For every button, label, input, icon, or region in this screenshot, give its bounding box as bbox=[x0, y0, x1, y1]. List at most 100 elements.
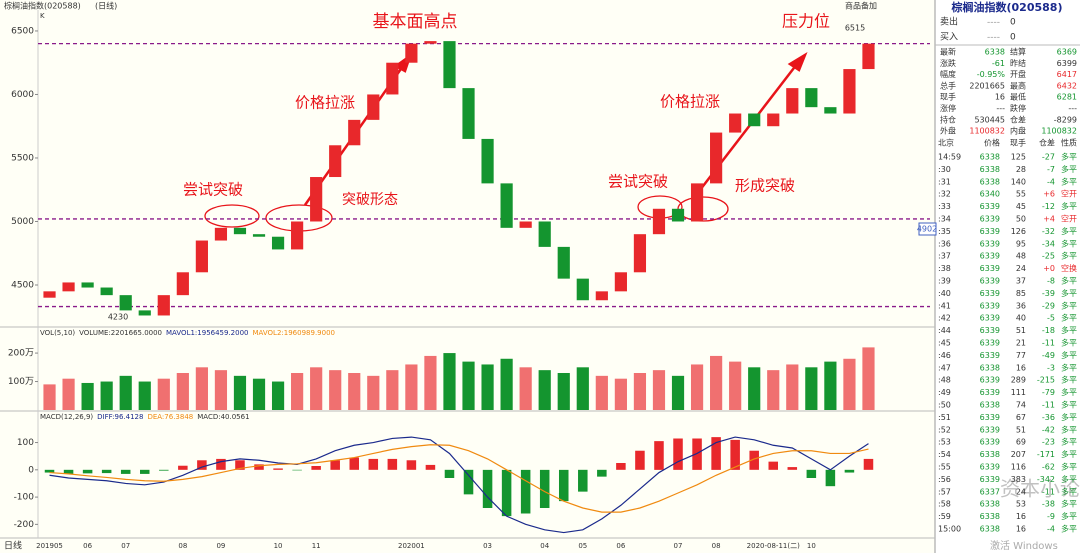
panel-text: -9 bbox=[1047, 512, 1055, 521]
candle bbox=[214, 227, 228, 241]
panel-text: :33 bbox=[938, 202, 951, 211]
volume-bar bbox=[729, 361, 742, 410]
panel-text: 6338 bbox=[980, 500, 1000, 509]
panel-text: 140 bbox=[1011, 177, 1026, 186]
annotation: 价格拉涨 bbox=[295, 94, 355, 112]
x-tick-label: 10 bbox=[274, 542, 283, 550]
panel-text: :54 bbox=[938, 450, 951, 459]
x-tick-label: 04 bbox=[540, 542, 549, 550]
panel-text: 6339 bbox=[980, 239, 1000, 248]
volume-bar bbox=[329, 370, 342, 410]
candle bbox=[310, 177, 323, 222]
panel-text: 207 bbox=[1011, 450, 1026, 459]
panel-text: 6337 bbox=[980, 487, 1000, 496]
panel-text: 6338 bbox=[985, 48, 1005, 57]
candle bbox=[462, 88, 475, 139]
volume-bar bbox=[214, 370, 228, 410]
volume-bar bbox=[748, 367, 761, 410]
panel-text: 6339 bbox=[980, 463, 1000, 472]
annotation: 突破形态 bbox=[342, 192, 398, 208]
candle bbox=[443, 41, 456, 89]
panel-text: 6339 bbox=[980, 215, 1000, 224]
panel-text: 多平 bbox=[1061, 338, 1077, 348]
candle bbox=[767, 113, 780, 127]
legend: MACD(12,26,9) bbox=[40, 413, 93, 421]
panel-text: -3 bbox=[1047, 363, 1055, 372]
panel-text: 最新 bbox=[940, 47, 956, 57]
panel-text: 2201665 bbox=[969, 81, 1005, 90]
candle bbox=[633, 234, 647, 273]
panel-text: -42 bbox=[1042, 425, 1055, 434]
button[interactable]: 商品备加 bbox=[845, 1, 877, 11]
x-tick-label: 10 bbox=[807, 542, 816, 550]
panel-text: :48 bbox=[938, 376, 951, 385]
panel-text: 6338 bbox=[980, 363, 1000, 372]
panel-text: 多平 bbox=[1061, 524, 1077, 534]
macd-line bbox=[49, 444, 869, 513]
panel-text: 6339 bbox=[980, 289, 1000, 298]
panel-text: -8299 bbox=[1054, 115, 1077, 124]
panel-text: :39 bbox=[938, 277, 951, 286]
panel-text: 多平 bbox=[1061, 350, 1077, 360]
volume-bar bbox=[786, 364, 799, 410]
panel-text: 6399 bbox=[1057, 59, 1077, 68]
panel-text: 6369 bbox=[1057, 48, 1077, 57]
panel-text: 多平 bbox=[1061, 449, 1077, 459]
macd-line bbox=[49, 436, 869, 534]
panel-text: :46 bbox=[938, 351, 951, 360]
candle bbox=[576, 278, 589, 301]
x-tick-label: 03 bbox=[483, 542, 492, 550]
x-title: 日线 bbox=[4, 540, 22, 552]
volume-bar bbox=[633, 373, 647, 410]
corner: K bbox=[40, 12, 45, 20]
candle bbox=[671, 208, 685, 222]
panel-text: +4 bbox=[1043, 215, 1055, 224]
y-tick-label: 4500 bbox=[11, 280, 34, 290]
panel-text: 111 bbox=[1011, 388, 1026, 397]
panel-text: 125 bbox=[1011, 153, 1026, 162]
panel-text: 6339 bbox=[980, 264, 1000, 273]
panel-text: 多平 bbox=[1061, 300, 1077, 310]
panel-text: 6339 bbox=[980, 252, 1000, 261]
panel-text: 289 bbox=[1011, 376, 1026, 385]
panel-text: 6338 bbox=[980, 177, 1000, 186]
candle bbox=[252, 234, 266, 237]
x-tick-label: 07 bbox=[121, 542, 130, 550]
panel-text: :40 bbox=[938, 289, 951, 298]
panel-text: 6338 bbox=[980, 525, 1000, 534]
panel-text: 6338 bbox=[980, 512, 1000, 521]
panel-text: 多平 bbox=[1061, 251, 1077, 261]
legend: DEA:76.3848 bbox=[147, 413, 193, 421]
panel-text: 50 bbox=[1016, 215, 1026, 224]
volume-bar bbox=[138, 381, 151, 410]
volume-bar bbox=[271, 381, 285, 410]
watermark: 资本小论 bbox=[1000, 477, 1080, 501]
panel-text: -62 bbox=[1042, 463, 1055, 472]
panel-text: 74 bbox=[1016, 401, 1026, 410]
panel-text: 空换 bbox=[1061, 263, 1077, 273]
panel-text: 现手 bbox=[1010, 138, 1026, 148]
candle bbox=[519, 221, 532, 228]
panel-text: -4 bbox=[1047, 525, 1055, 534]
panel-text: 多平 bbox=[1061, 499, 1077, 509]
candle bbox=[614, 272, 627, 292]
legend: VOLUME:2201665.0000 bbox=[79, 329, 162, 337]
annotation: 基本面高点 bbox=[373, 12, 458, 32]
panel-text: 幅度 bbox=[940, 69, 956, 79]
chart-title: 棕榈油指数(020588) bbox=[4, 1, 81, 11]
candle bbox=[195, 240, 208, 273]
panel-text: -11 bbox=[1042, 487, 1055, 496]
volume-bar bbox=[386, 370, 399, 410]
y-tick-label: 6500 bbox=[11, 26, 34, 36]
panel-text: -171 bbox=[1037, 450, 1055, 459]
panel-text: 28 bbox=[1016, 165, 1026, 174]
panel-text: :30 bbox=[938, 165, 951, 174]
panel-text: 37 bbox=[1016, 277, 1026, 286]
volume-bar bbox=[519, 367, 532, 410]
volume-bar bbox=[100, 381, 113, 410]
panel-text: -11 bbox=[1042, 401, 1055, 410]
panel-text: 36 bbox=[1016, 301, 1026, 310]
panel-text: ---- bbox=[987, 18, 1000, 28]
panel-text: -34 bbox=[1042, 239, 1055, 248]
panel-text: 24 bbox=[1016, 487, 1026, 496]
